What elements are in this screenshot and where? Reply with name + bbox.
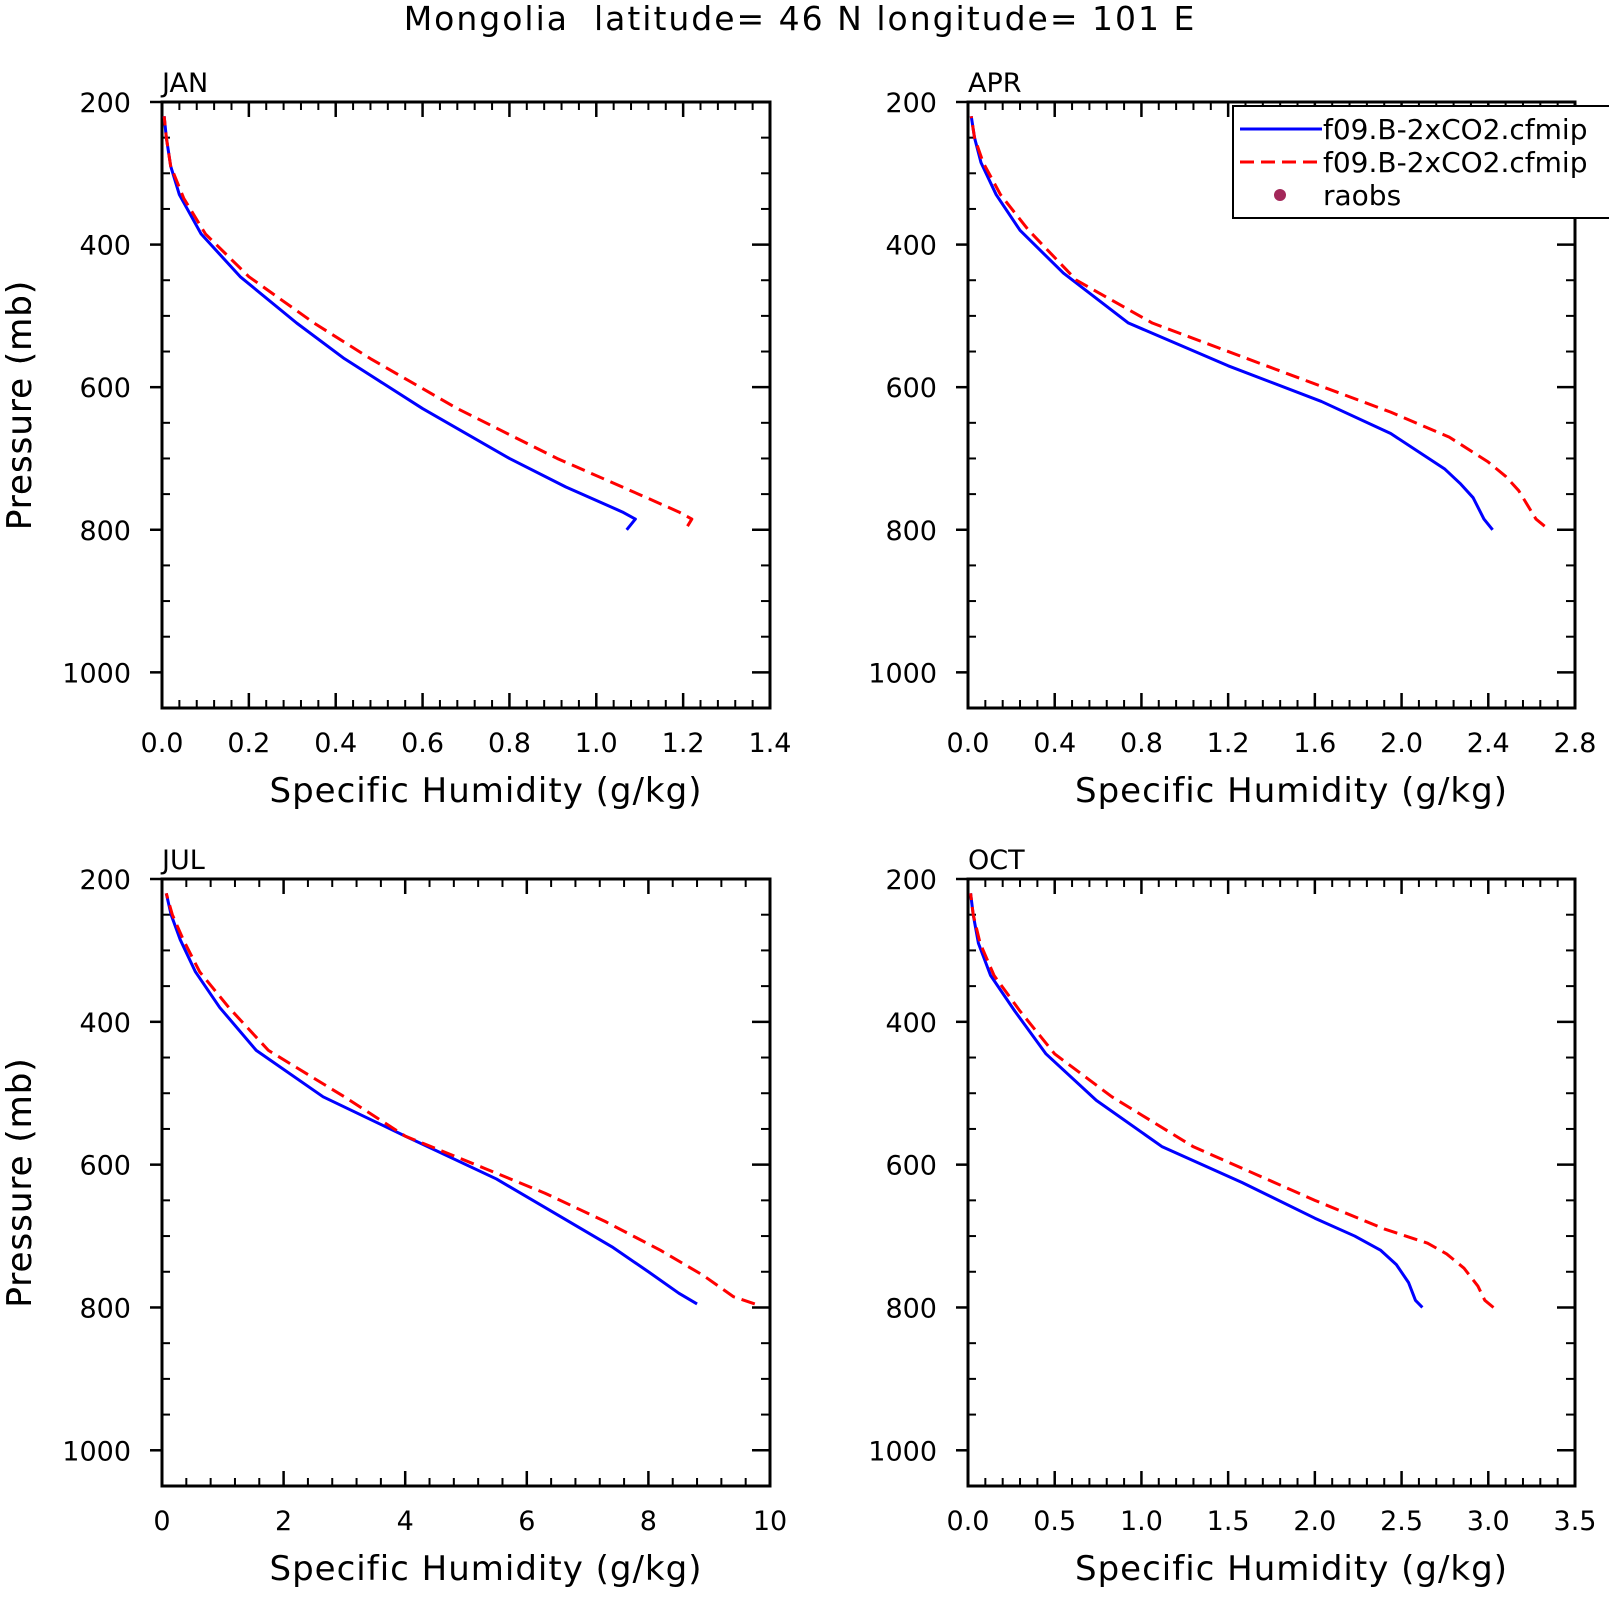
y-tick-label: 400 (79, 231, 131, 262)
x-tick-label: 0.2 (227, 728, 270, 759)
series-line-dashed (164, 892, 756, 1306)
x-tick-label: 2.0 (1293, 1506, 1336, 1537)
y-tick-label: 600 (885, 1151, 937, 1182)
x-tick-label: 0.6 (401, 728, 444, 759)
y-tick-label: 400 (885, 1008, 937, 1039)
y-axis-label: Pressure (mb) (0, 1057, 40, 1307)
panel-label: OCT (968, 845, 1025, 876)
plot-frame (160, 100, 772, 710)
y-tick-label: 800 (885, 1293, 937, 1324)
panel-label: APR (968, 68, 1022, 99)
series-line-solid (164, 892, 698, 1306)
x-tick-label: 0.4 (314, 728, 357, 759)
panel-jan: 0.0 0.2 0.4 0.6 0.8 1.0 1.2 1.4 200 400 600 800 1000… (0, 68, 791, 811)
x-tick-label: 2 (275, 1506, 292, 1537)
series-line-solid (969, 116, 1494, 531)
y-axis-label: Pressure (mb) (0, 280, 40, 530)
x-tick-label: 1.2 (662, 728, 705, 759)
y-tick-label: 600 (79, 373, 131, 404)
x-tick-label: 10 (753, 1506, 787, 1537)
x-tick-label: 8 (640, 1506, 657, 1537)
x-tick-label: 0.0 (141, 728, 184, 759)
series-line-solid (162, 116, 637, 531)
x-tick-label: 1.0 (1120, 1506, 1163, 1537)
legend-label: f09.B-2xCO2.cfmip (1323, 146, 1587, 179)
plot-frame (160, 877, 772, 1488)
x-axis-label: Specific Humidity (g/kg) (1075, 1549, 1508, 1589)
x-tick-label: 4 (397, 1506, 414, 1537)
x-tick-label: 0.0 (947, 1506, 990, 1537)
y-tick-label: 800 (79, 1293, 131, 1324)
x-tick-label: 0.0 (947, 728, 990, 759)
x-tick-label: 0 (153, 1506, 170, 1537)
series-line-solid (969, 893, 1424, 1309)
y-tick-label: 800 (79, 516, 131, 547)
x-tick-label: 3.5 (1554, 1506, 1597, 1537)
x-tick-label: 1.5 (1207, 1506, 1250, 1537)
y-tick-label: 200 (885, 88, 937, 119)
legend-label: raobs (1323, 179, 1401, 212)
y-tick-label: 800 (885, 516, 937, 547)
panel-oct: 0.0 0.5 1.0 1.5 2.0 2.5 3.0 3.52004006008001000… (0, 845, 1596, 1589)
x-tick-label: 2.8 (1554, 728, 1597, 759)
x-tick-label: 1.6 (1293, 728, 1336, 759)
panel-jul: 0 2 4 6 8 10 200 400 600 800 1000 JUL Specific Humid… (0, 845, 787, 1589)
plot-frame (966, 877, 1577, 1488)
legend-label: f09.B-2xCO2.cfmip (1323, 113, 1587, 146)
y-axis-label: Pressure (mb) (0, 280, 40, 530)
y-tick-label: 200 (79, 88, 131, 119)
x-tick-label: 0.5 (1033, 1506, 1076, 1537)
legend-marker-raobs (1274, 189, 1286, 201)
y-tick-label: 1000 (868, 1436, 937, 1467)
y-axis-label: Pressure (mb) (0, 1057, 40, 1307)
panel-label: JAN (160, 68, 208, 99)
y-tick-label: 1000 (62, 1436, 131, 1467)
y-tick-label: 400 (79, 1008, 131, 1039)
x-tick-label: 2.5 (1380, 1506, 1423, 1537)
x-tick-label: 2.4 (1467, 728, 1510, 759)
y-tick-label: 400 (885, 231, 937, 262)
series-line-dashed (969, 893, 1495, 1309)
x-tick-label: 0.8 (488, 728, 531, 759)
x-tick-label: 0.8 (1120, 728, 1163, 759)
x-axis-label: Specific Humidity (g/kg) (270, 771, 703, 811)
series-line-dashed (969, 116, 1546, 528)
x-axis-label: Specific Humidity (g/kg) (1075, 771, 1508, 811)
y-tick-label: 1000 (868, 658, 937, 689)
x-tick-label: 1.0 (575, 728, 618, 759)
x-tick-label: 0.4 (1033, 728, 1076, 759)
x-tick-label: 6 (518, 1506, 535, 1537)
x-tick-label: 3.0 (1467, 1506, 1510, 1537)
y-tick-label: 600 (885, 373, 937, 404)
x-tick-label: 1.4 (749, 728, 792, 759)
x-tick-label: 2.0 (1380, 728, 1423, 759)
panels: 0.0 0.2 0.4 0.6 0.8 1.0 1.2 1.42004006008001000… (0, 68, 1596, 1589)
figure-title: Mongolia latitude= 46 N longitude= 101 E (404, 0, 1197, 38)
x-tick-label: 1.2 (1207, 728, 1250, 759)
series-line-dashed (162, 116, 694, 527)
y-tick-label: 600 (79, 1151, 131, 1182)
plot-frame (966, 100, 1577, 710)
y-tick-label: 1000 (62, 658, 131, 689)
y-tick-label: 200 (79, 865, 131, 896)
x-axis-label: Specific Humidity (g/kg) (270, 1549, 703, 1589)
y-tick-label: 200 (885, 865, 937, 896)
panel-label: JUL (160, 845, 205, 876)
